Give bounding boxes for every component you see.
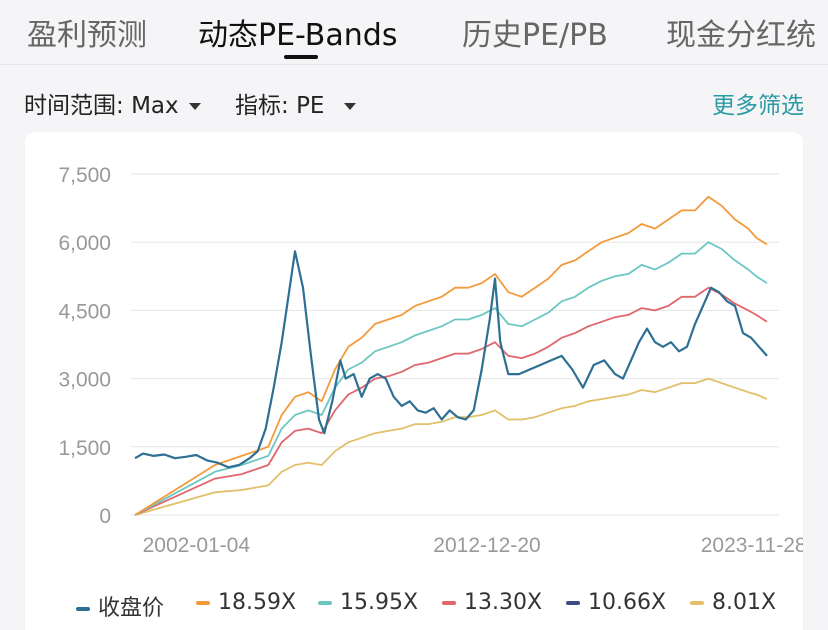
tab-cash-dividend[interactable]: 现金分红统 xyxy=(666,18,816,53)
chart-legend: 收盘价 18.59X 15.95X 13.30X 10.66X 8.01X xyxy=(76,590,816,622)
time-range-dropdown[interactable]: 时间范围: Max xyxy=(24,86,201,120)
legend-swatch xyxy=(690,601,704,605)
legend-item-close[interactable]: 收盘价 xyxy=(76,590,164,622)
x-tick-label: 2012-12-20 xyxy=(433,534,540,557)
chevron-down-icon xyxy=(188,103,201,110)
legend-item-8-01x[interactable]: 8.01X xyxy=(690,590,776,615)
chevron-down-icon xyxy=(344,103,357,110)
x-tick-label: 2023-11-28 xyxy=(701,534,803,557)
legend-item-13-30x[interactable]: 13.30X xyxy=(442,590,542,615)
legend-item-10-66x[interactable]: 10.66X xyxy=(566,590,666,615)
series-line- xyxy=(134,250,768,469)
series-line-1859X xyxy=(134,195,768,516)
legend-swatch xyxy=(318,601,332,605)
chart-card: 7,500 6,000 4,500 3,000 1,500 0 2002-01-04 2012… xyxy=(25,132,803,630)
legend-item-18-59x[interactable]: 18.59X xyxy=(196,590,296,615)
tab-bar: 盈利预测 动态PE-Bands 历史PE/PB 现金分红统 xyxy=(0,0,828,65)
y-tick-label: 7,500 xyxy=(58,164,111,187)
series-line-1595X xyxy=(134,241,768,516)
y-tick-label: 4,500 xyxy=(58,300,111,323)
indicator-dropdown[interactable]: 指标: PE xyxy=(235,86,357,120)
time-range-value: Max xyxy=(131,93,179,119)
active-tab-indicator xyxy=(284,55,318,59)
legend-item-15-95x[interactable]: 15.95X xyxy=(318,590,418,615)
legend-swatch xyxy=(566,601,580,605)
x-tick-label: 2002-01-04 xyxy=(143,534,251,557)
series-line-801X xyxy=(134,377,768,516)
indicator-label: 指标: xyxy=(235,93,289,119)
pe-bands-chart: 7,500 6,000 4,500 3,000 1,500 0 2002-01-04 2012… xyxy=(58,164,803,557)
y-tick-label: 3,000 xyxy=(58,369,111,392)
legend-swatch xyxy=(196,601,210,605)
y-tick-label: 1,500 xyxy=(58,437,111,460)
y-tick-label: 6,000 xyxy=(58,232,111,255)
time-range-label: 时间范围: xyxy=(24,93,124,119)
y-tick-label: 0 xyxy=(99,505,111,528)
legend-swatch xyxy=(442,601,456,605)
tab-historical-pe-pb[interactable]: 历史PE/PB xyxy=(462,18,608,53)
tab-dynamic-pe-bands[interactable]: 动态PE-Bands xyxy=(198,18,398,53)
legend-swatch xyxy=(76,607,90,611)
more-filters-link[interactable]: 更多筛选 xyxy=(712,93,804,119)
filter-bar: 时间范围: Max 指标: PE 更多筛选 xyxy=(0,64,828,132)
tab-earnings-forecast[interactable]: 盈利预测 xyxy=(27,18,147,53)
indicator-value: PE xyxy=(296,93,325,119)
